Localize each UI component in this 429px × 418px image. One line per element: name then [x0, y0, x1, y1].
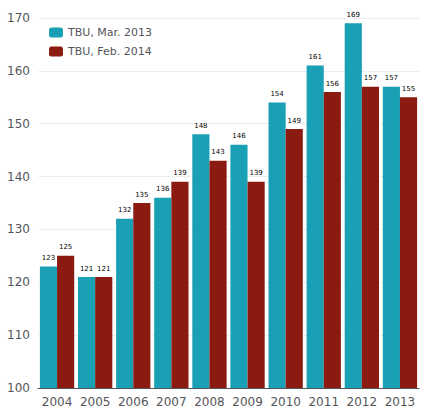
svg-text:170: 170	[7, 11, 30, 25]
svg-text:2005: 2005	[80, 395, 111, 409]
svg-text:TBU, Mar. 2013: TBU, Mar. 2013	[67, 26, 152, 39]
svg-text:160: 160	[7, 64, 30, 78]
svg-text:2004: 2004	[42, 395, 73, 409]
svg-text:123: 123	[42, 254, 55, 262]
svg-text:132: 132	[118, 206, 131, 214]
svg-text:2010: 2010	[270, 395, 301, 409]
svg-text:121: 121	[80, 265, 93, 273]
svg-text:157: 157	[364, 74, 377, 82]
svg-text:136: 136	[156, 185, 170, 193]
svg-text:139: 139	[173, 169, 186, 177]
svg-text:148: 148	[194, 122, 207, 130]
svg-text:155: 155	[402, 85, 415, 93]
svg-text:125: 125	[59, 243, 72, 251]
svg-text:146: 146	[232, 132, 246, 140]
svg-text:150: 150	[7, 117, 30, 131]
svg-text:156: 156	[326, 80, 340, 88]
svg-text:2012: 2012	[347, 395, 378, 409]
svg-text:139: 139	[249, 169, 262, 177]
svg-text:121: 121	[97, 265, 110, 273]
svg-text:2008: 2008	[194, 395, 225, 409]
svg-text:110: 110	[7, 328, 30, 342]
svg-text:2009: 2009	[232, 395, 263, 409]
svg-text:130: 130	[7, 222, 30, 236]
svg-text:149: 149	[288, 117, 301, 125]
svg-text:100: 100	[7, 381, 30, 395]
svg-text:2011: 2011	[308, 395, 339, 409]
svg-text:2007: 2007	[156, 395, 187, 409]
svg-text:161: 161	[308, 53, 321, 61]
svg-text:140: 140	[7, 170, 30, 184]
svg-text:TBU, Feb. 2014: TBU, Feb. 2014	[67, 45, 152, 58]
svg-text:2013: 2013	[385, 395, 416, 409]
svg-text:157: 157	[385, 74, 398, 82]
svg-text:143: 143	[211, 148, 224, 156]
svg-text:2006: 2006	[118, 395, 149, 409]
svg-text:120: 120	[7, 275, 30, 289]
svg-text:154: 154	[270, 90, 284, 98]
svg-text:135: 135	[135, 191, 148, 199]
svg-text:169: 169	[347, 11, 360, 19]
